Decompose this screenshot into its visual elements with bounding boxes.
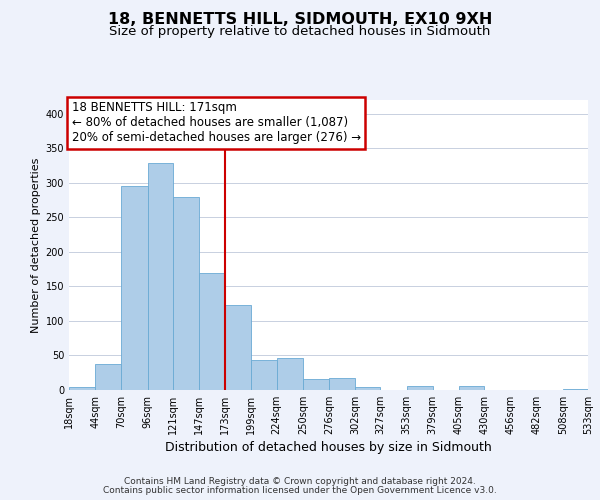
Bar bbox=[199, 272, 225, 390]
Text: 18 BENNETTS HILL: 171sqm
← 80% of detached houses are smaller (1,087)
20% of sem: 18 BENNETTS HILL: 171sqm ← 80% of detach… bbox=[71, 102, 361, 144]
Bar bbox=[277, 358, 303, 390]
Bar bbox=[121, 186, 148, 390]
Bar bbox=[563, 388, 588, 390]
Bar bbox=[69, 387, 95, 390]
Bar bbox=[329, 378, 355, 390]
Bar bbox=[173, 196, 199, 390]
Bar bbox=[225, 305, 251, 390]
Bar bbox=[303, 379, 329, 390]
Y-axis label: Number of detached properties: Number of detached properties bbox=[31, 158, 41, 332]
Text: Contains public sector information licensed under the Open Government Licence v3: Contains public sector information licen… bbox=[103, 486, 497, 495]
Text: Contains HM Land Registry data © Crown copyright and database right 2024.: Contains HM Land Registry data © Crown c… bbox=[124, 478, 476, 486]
X-axis label: Distribution of detached houses by size in Sidmouth: Distribution of detached houses by size … bbox=[165, 441, 492, 454]
Bar bbox=[355, 386, 380, 390]
Text: 18, BENNETTS HILL, SIDMOUTH, EX10 9XH: 18, BENNETTS HILL, SIDMOUTH, EX10 9XH bbox=[108, 12, 492, 28]
Bar bbox=[95, 364, 121, 390]
Bar bbox=[459, 386, 484, 390]
Bar bbox=[251, 360, 277, 390]
Bar bbox=[148, 163, 173, 390]
Bar bbox=[407, 386, 433, 390]
Text: Size of property relative to detached houses in Sidmouth: Size of property relative to detached ho… bbox=[109, 25, 491, 38]
